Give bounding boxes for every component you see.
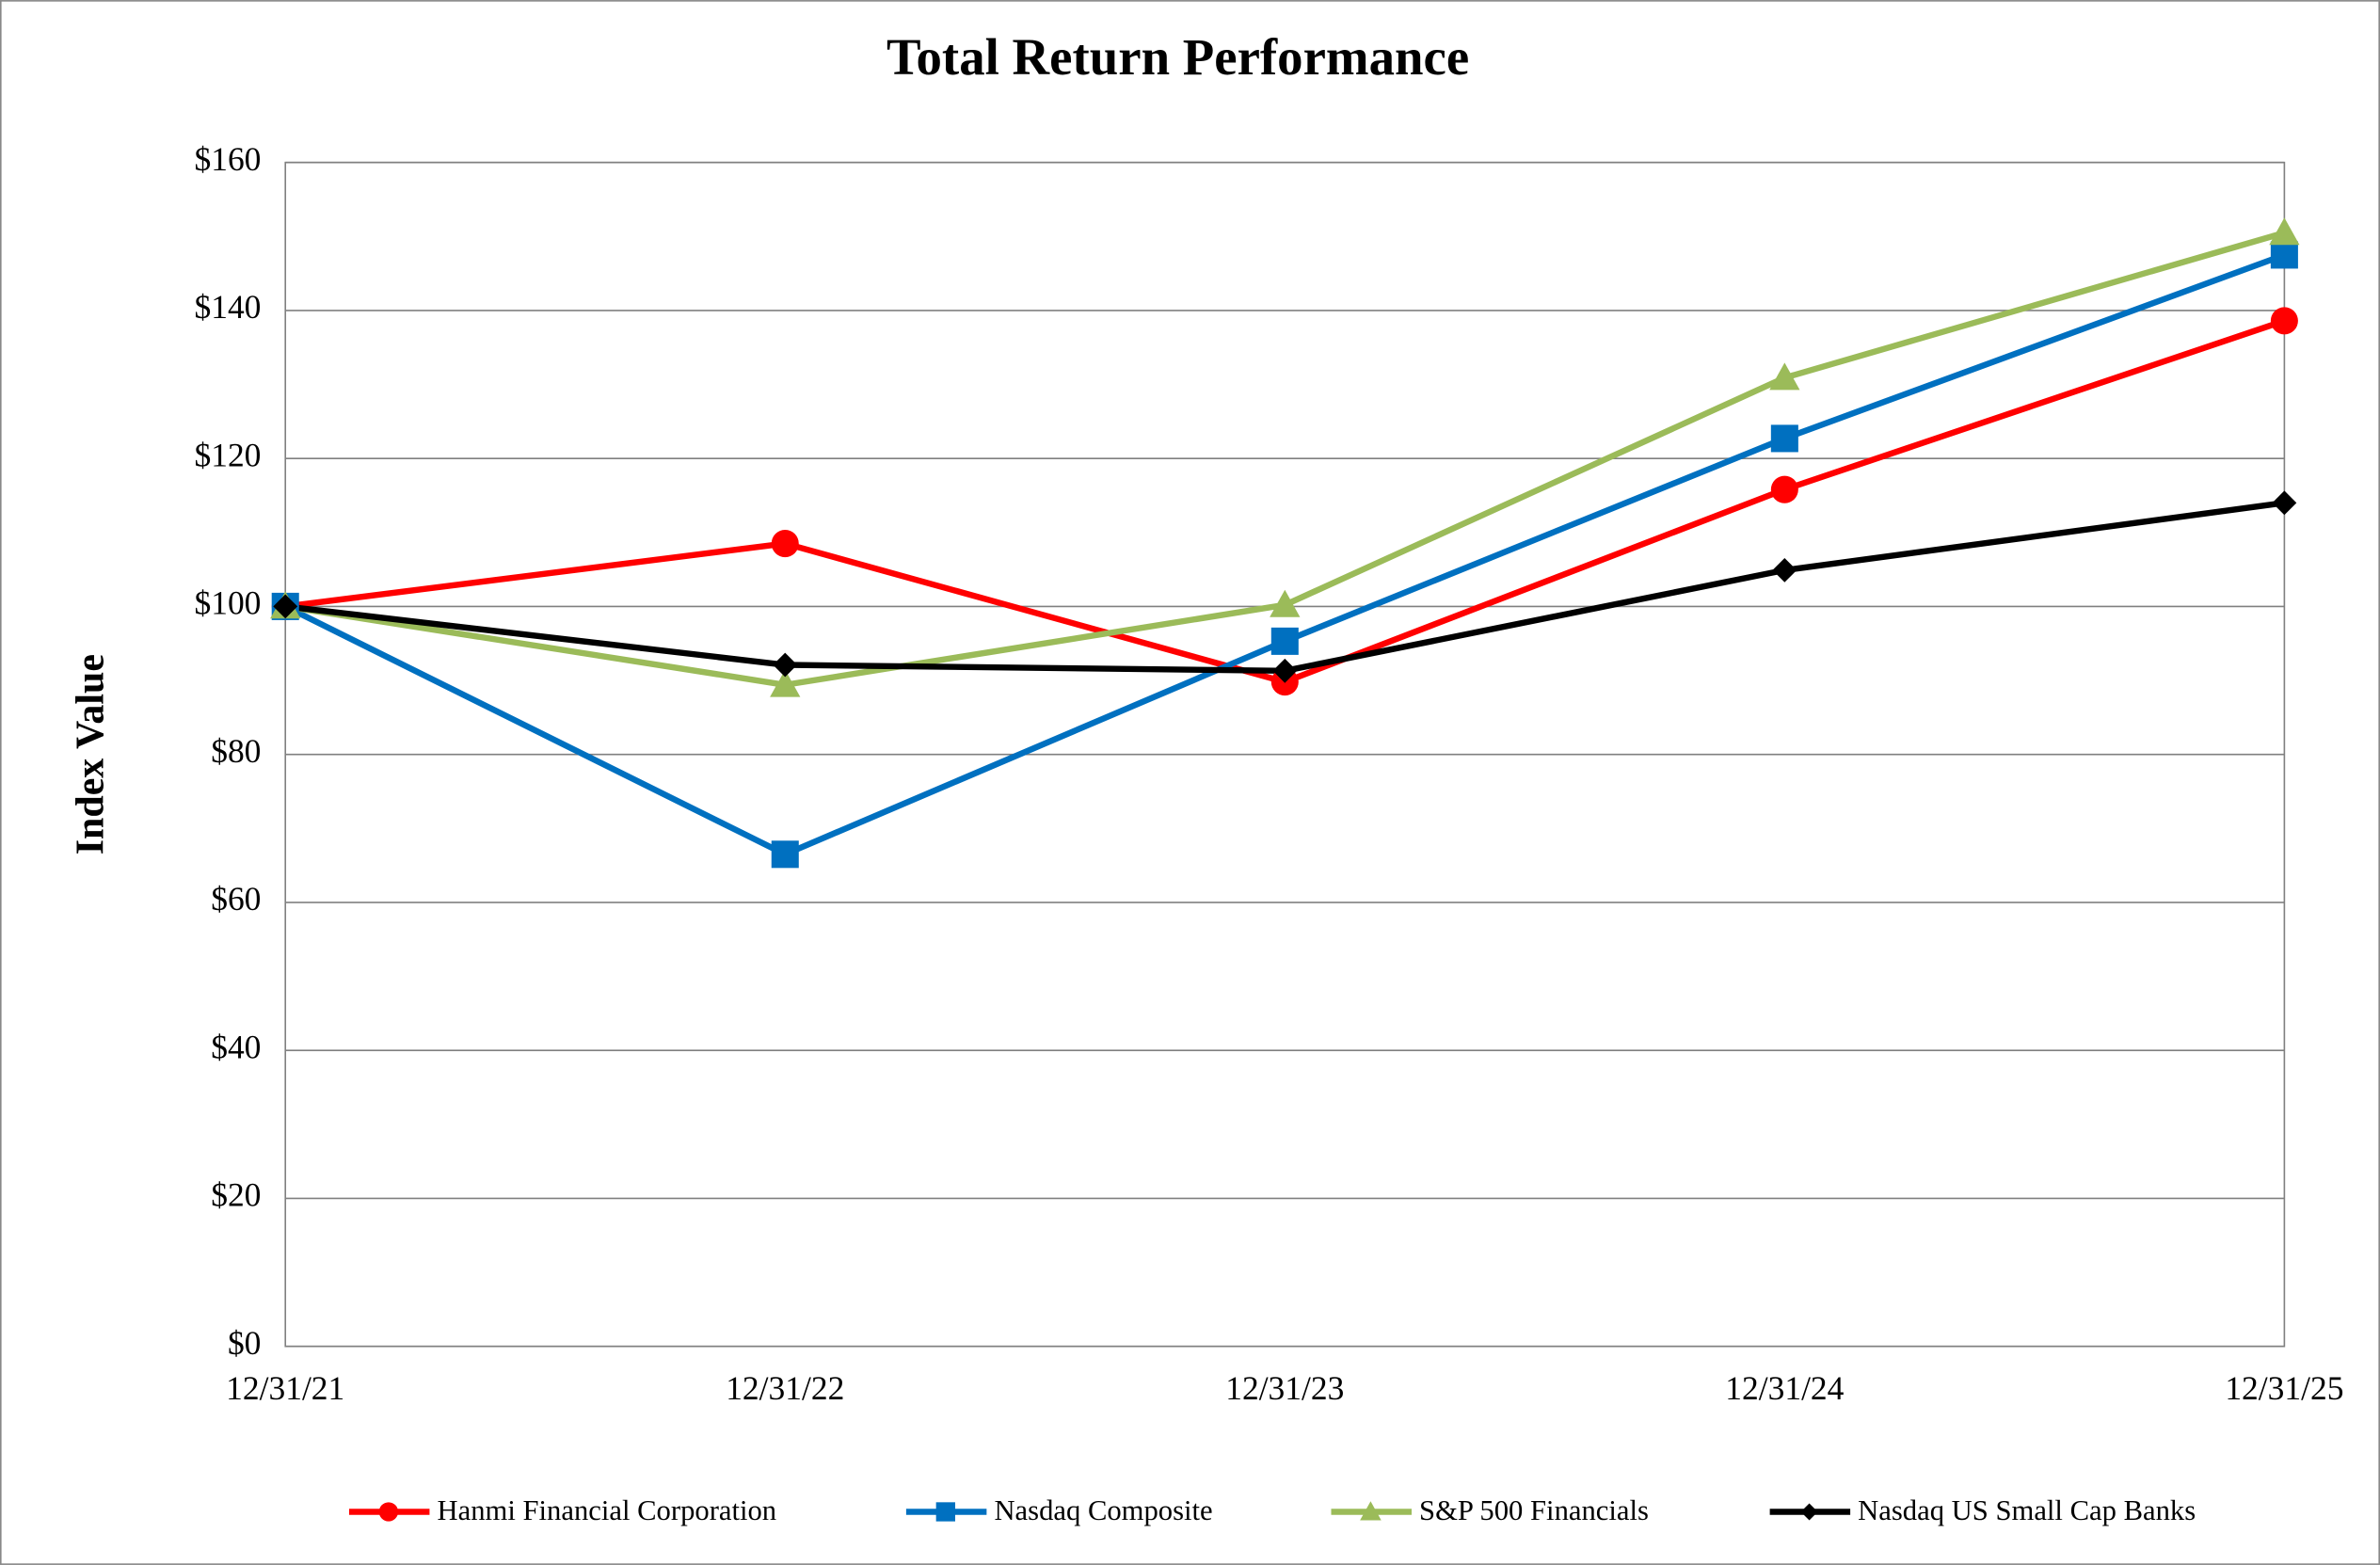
- data-point: [771, 530, 799, 558]
- data-point: [1770, 424, 1798, 453]
- legend-marker: [1800, 1503, 1818, 1521]
- y-axis-title: Index Value: [70, 654, 113, 854]
- data-point: [1272, 658, 1298, 683]
- legend-marker: [1360, 1501, 1382, 1521]
- data-point: [273, 594, 298, 619]
- data-point: [773, 652, 798, 678]
- data-point: [2270, 241, 2298, 269]
- data-point: [770, 669, 801, 697]
- x-tick-label: 12/31/25: [2225, 1369, 2343, 1407]
- y-tick-label: $160: [194, 140, 261, 178]
- data-point: [771, 840, 799, 869]
- data-point: [1772, 557, 1797, 583]
- legend-marker: [935, 1502, 955, 1522]
- data-point: [1769, 362, 1800, 391]
- data-point: [1270, 627, 1299, 655]
- legend-label: Nasdaq Composite: [994, 1494, 1212, 1526]
- legend-label: S&P 500 Financials: [1419, 1494, 1649, 1526]
- y-tick-label: $0: [228, 1324, 261, 1362]
- y-tick-label: $20: [211, 1176, 261, 1214]
- y-tick-label: $60: [211, 880, 261, 918]
- legend-marker: [378, 1502, 399, 1522]
- data-point: [1770, 475, 1798, 503]
- x-tick-label: 12/31/23: [1225, 1369, 1344, 1407]
- data-point: [2272, 490, 2297, 516]
- x-tick-label: 12/31/21: [226, 1369, 344, 1407]
- y-tick-label: $140: [194, 288, 261, 326]
- y-tick-label: $40: [211, 1028, 261, 1065]
- chart-title: Total Return Performance: [887, 28, 1469, 86]
- y-tick-label: $80: [211, 732, 261, 770]
- x-tick-label: 12/31/22: [726, 1369, 844, 1407]
- data-point: [2269, 217, 2300, 246]
- data-point: [1270, 589, 1301, 617]
- legend-label: Nasdaq US Small Cap Banks: [1858, 1494, 2196, 1526]
- x-tick-label: 12/31/24: [1725, 1369, 1844, 1407]
- data-point: [2270, 307, 2298, 335]
- y-tick-label: $100: [194, 584, 261, 622]
- y-tick-label: $120: [194, 436, 261, 473]
- plot-frame: [284, 161, 2286, 1348]
- legend-label: Hanmi Financial Corporation: [438, 1494, 777, 1526]
